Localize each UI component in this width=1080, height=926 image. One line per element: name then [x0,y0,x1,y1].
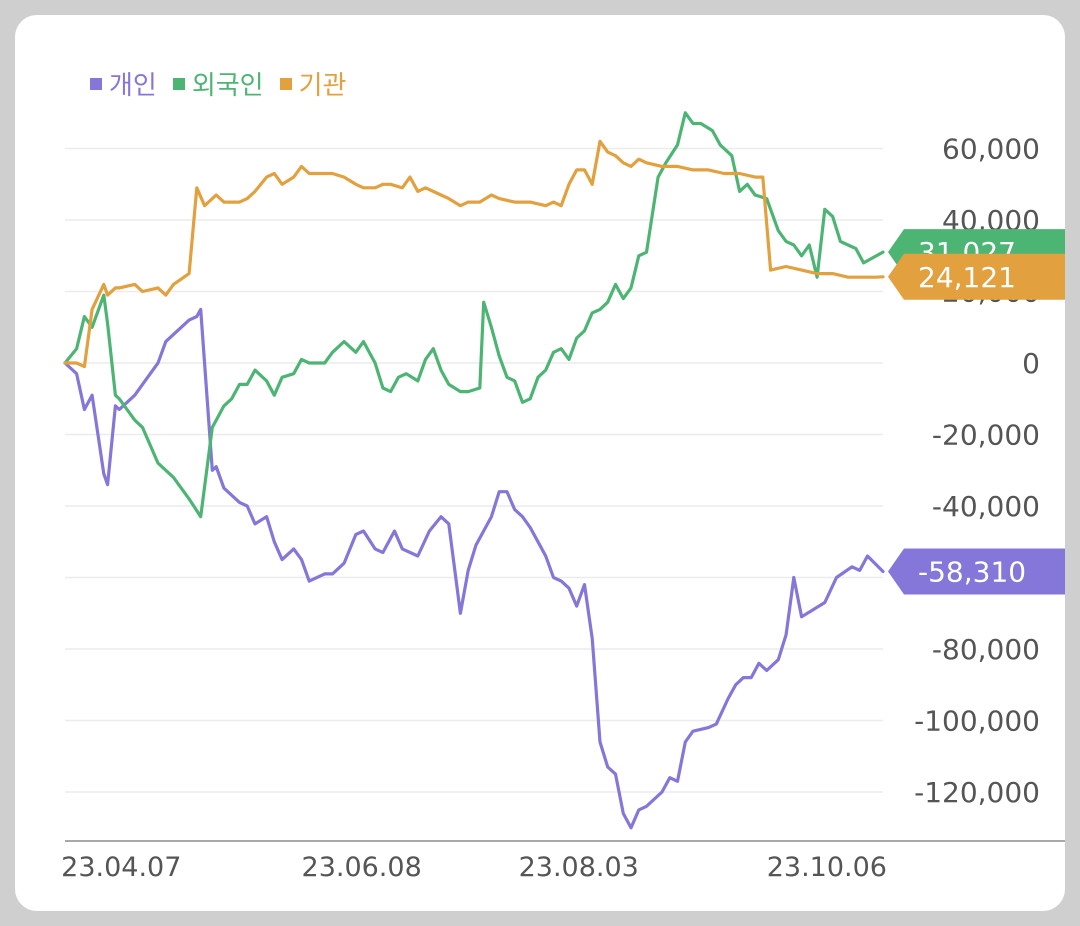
x-tick-label: 23.06.08 [302,852,422,883]
series-line-0 [63,307,885,830]
y-tick-label: 0 [1022,347,1040,380]
x-tick-label: 23.08.03 [519,852,639,883]
x-tick-label: 23.04.07 [61,852,181,883]
series-line-1 [63,111,885,519]
legend-label: 개인 [109,71,157,101]
chart-legend: 개인 외국인 기관 [90,65,362,102]
y-tick-label: -80,000 [932,633,1040,666]
legend-item: 개인 [90,65,157,102]
x-tick-label: 23.10.06 [767,852,887,883]
y-tick-label: -100,000 [914,705,1040,738]
legend-item: 외국인 [172,65,264,102]
series-line-2 [63,139,885,369]
series-value-tag-0 [888,548,1065,595]
legend-swatch [279,77,292,90]
y-tick-label: -20,000 [932,419,1040,452]
line-chart: 60,00040,00020,0000-20,000-40,000-60,000… [61,111,1065,883]
y-tick-label: -120,000 [914,776,1040,809]
legend-label: 외국인 [191,71,264,101]
legend-label: 기관 [298,71,347,101]
y-tick-label: 60,000 [942,133,1040,166]
y-tick-label: -40,000 [932,490,1040,523]
legend-item: 기관 [279,65,347,102]
series-value-label-2: 24,121 [918,261,1016,294]
legend-swatch [172,77,185,90]
series-value-label-0: -58,310 [918,555,1026,588]
series-value-tag-2 [888,253,1065,300]
legend-swatch [90,77,102,90]
